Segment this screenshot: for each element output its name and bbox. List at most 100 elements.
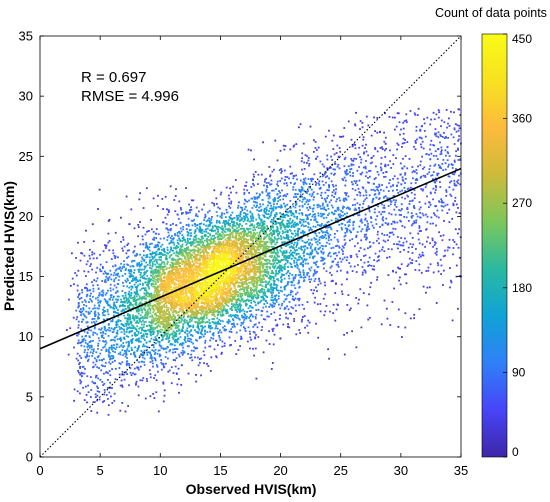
- scatter-point: [376, 215, 379, 217]
- scatter-point: [199, 231, 202, 234]
- scatter-point: [428, 171, 431, 174]
- scatter-point: [132, 275, 135, 278]
- scatter-point: [139, 340, 142, 343]
- scatter-point: [388, 212, 391, 215]
- scatter-point: [77, 302, 80, 304]
- scatter-point: [259, 222, 261, 225]
- scatter-point: [136, 262, 139, 265]
- scatter-point: [157, 241, 160, 244]
- scatter-point: [287, 243, 289, 246]
- scatter-point: [285, 235, 288, 238]
- scatter-point: [359, 288, 362, 291]
- scatter-point: [165, 362, 167, 365]
- scatter-point: [244, 316, 246, 319]
- scatter-point: [313, 204, 315, 207]
- scatter-point: [244, 185, 246, 187]
- scatter-point: [220, 191, 223, 194]
- scatter-point: [440, 125, 442, 128]
- scatter-point: [406, 141, 409, 143]
- scatter-point: [152, 257, 154, 260]
- scatter-point: [448, 246, 451, 249]
- scatter-point: [432, 171, 435, 173]
- scatter-point: [175, 339, 178, 341]
- scatter-point: [405, 282, 408, 285]
- scatter-point: [249, 227, 252, 230]
- scatter-point: [298, 188, 300, 191]
- scatter-point: [150, 278, 153, 281]
- scatter-point: [340, 210, 342, 212]
- scatter-point: [392, 184, 394, 187]
- scatter-point: [133, 353, 135, 356]
- scatter-point: [111, 357, 113, 360]
- scatter-point: [201, 321, 204, 324]
- scatter-point: [406, 167, 409, 170]
- scatter-point: [279, 269, 281, 271]
- scatter-point: [214, 229, 217, 232]
- scatter-point: [181, 344, 184, 347]
- scatter-point: [381, 218, 384, 220]
- scatter-point: [215, 325, 218, 327]
- scatter-point: [415, 172, 418, 175]
- scatter-point: [81, 375, 83, 378]
- scatter-point: [278, 259, 281, 262]
- scatter-point: [419, 176, 422, 179]
- scatter-point: [78, 298, 81, 300]
- scatter-point: [265, 206, 268, 209]
- scatter-point: [173, 333, 176, 336]
- scatter-point: [334, 257, 337, 260]
- scatter-point: [271, 306, 274, 308]
- scatter-point: [237, 204, 240, 207]
- scatter-point: [249, 336, 252, 339]
- scatter-point: [268, 280, 271, 283]
- scatter-point: [214, 327, 217, 330]
- scatter-point: [216, 327, 219, 330]
- scatter-point: [73, 399, 75, 402]
- scatter-point: [288, 243, 291, 246]
- scatter-point: [247, 228, 249, 230]
- scatter-point: [86, 401, 88, 404]
- scatter-point: [149, 243, 151, 245]
- scatter-point: [306, 235, 309, 237]
- scatter-point: [443, 121, 446, 124]
- scatter-point: [133, 283, 136, 286]
- scatter-point: [87, 384, 89, 387]
- scatter-point: [174, 365, 177, 368]
- scatter-point: [413, 197, 416, 200]
- scatter-point: [116, 299, 119, 302]
- scatter-point: [110, 320, 112, 323]
- scatter-point: [341, 211, 344, 213]
- scatter-point: [307, 200, 310, 203]
- scatter-point: [280, 275, 283, 278]
- scatter-point: [249, 320, 252, 322]
- scatter-point: [116, 338, 119, 341]
- scatter-point: [228, 330, 231, 333]
- scatter-point: [266, 186, 269, 189]
- scatter-point: [77, 296, 80, 298]
- scatter-point: [263, 226, 266, 228]
- scatter-point: [165, 223, 168, 225]
- scatter-point: [84, 349, 86, 351]
- scatter-point: [392, 270, 394, 273]
- scatter-point: [108, 352, 111, 354]
- scatter-point: [125, 351, 128, 354]
- scatter-point: [145, 187, 148, 190]
- scatter-point: [395, 271, 397, 274]
- scatter-point: [404, 326, 407, 329]
- scatter-point: [105, 329, 108, 332]
- scatter-point: [248, 295, 250, 298]
- scatter-point: [132, 315, 134, 318]
- scatter-point: [316, 270, 318, 273]
- scatter-point: [446, 203, 449, 206]
- scatter-point: [358, 191, 361, 193]
- scatter-point: [150, 357, 153, 360]
- scatter-point: [275, 287, 278, 290]
- scatter-point: [273, 256, 276, 259]
- scatter-point: [127, 345, 129, 348]
- scatter-point: [174, 351, 177, 353]
- scatter-point: [253, 175, 255, 178]
- scatter-point: [341, 293, 344, 295]
- scatter-point: [105, 348, 108, 351]
- scatter-point: [281, 241, 284, 244]
- scatter-point: [122, 238, 125, 241]
- scatter-point: [80, 311, 83, 314]
